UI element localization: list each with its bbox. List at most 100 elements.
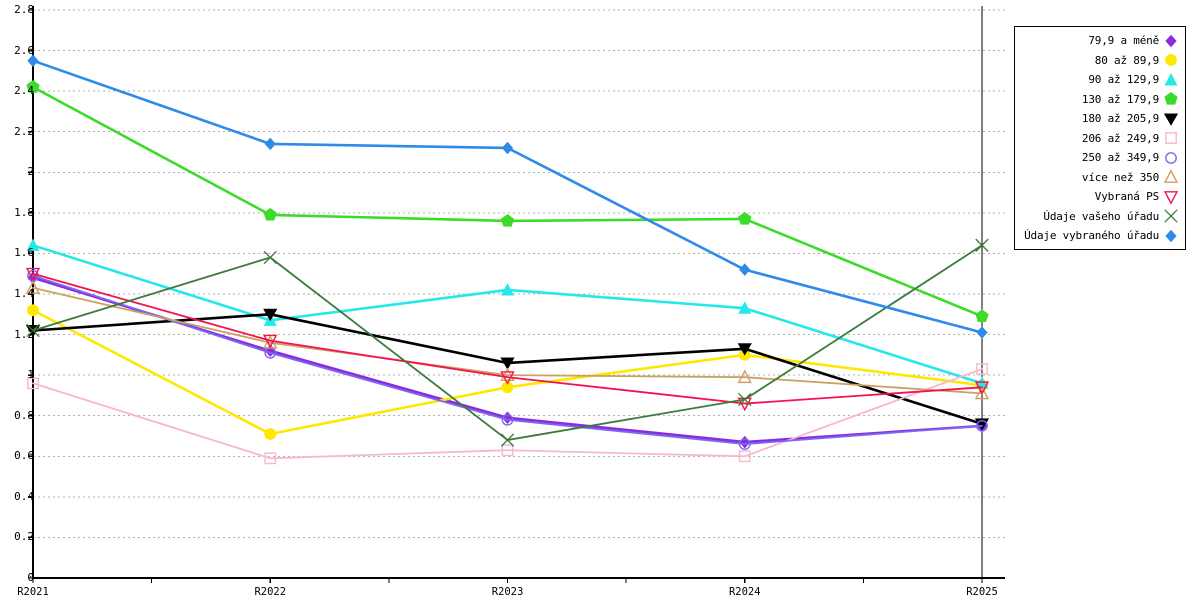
data-point-marker — [1165, 151, 1177, 164]
legend-item-2[interactable]: 80 až 89,9 — [1019, 51, 1179, 71]
x-cross-marker-icon — [738, 392, 752, 407]
data-point-marker — [27, 304, 39, 317]
legend-item-label: Údaje vašeho úřadu — [1043, 209, 1159, 223]
data-point-marker — [1165, 34, 1177, 47]
data-point-marker — [976, 363, 988, 375]
legend-marker-diamond-filled-icon — [1163, 228, 1179, 244]
legend-item-6[interactable]: 206 až 249,9 — [1019, 129, 1179, 149]
legend-item-label: 79,9 a méně — [1088, 34, 1159, 47]
triangle-down-outline-marker-icon — [974, 381, 990, 396]
square-outline-marker-icon — [27, 377, 39, 390]
triangle-down-outline-marker-icon — [25, 267, 41, 282]
y-axis-tick-label: 0.2 — [14, 530, 34, 544]
data-point-marker — [738, 438, 751, 451]
legend-item-label: 90 až 129,9 — [1088, 73, 1159, 86]
data-point-marker — [501, 283, 514, 296]
legend-marker-triangle-open-icon — [1163, 169, 1179, 185]
data-point-marker — [263, 308, 278, 322]
legend-item-11[interactable]: Údaje vybraného úřadu — [1019, 226, 1179, 246]
data-point-marker — [974, 385, 990, 400]
y-axis-tick-label: 0.6 — [14, 449, 34, 463]
diamond-marker-icon — [739, 263, 751, 276]
triangle-up-marker-icon — [501, 283, 514, 296]
legend-item-label: 250 až 349,9 — [1081, 151, 1159, 164]
series-11 — [27, 54, 988, 339]
legend-item-1[interactable]: 79,9 a méně — [1019, 31, 1179, 51]
legend-item-4[interactable]: 130 až 179,9 — [1019, 90, 1179, 110]
data-point-marker — [738, 211, 752, 225]
y-axis-tick-label: 1.6 — [14, 246, 34, 260]
diamond-marker-icon — [976, 326, 988, 339]
x-axis-tick-label: R2025 — [966, 586, 998, 598]
series-6 — [27, 363, 988, 465]
legend-marker-x-cross-icon — [1163, 208, 1179, 224]
plot-area: 0 0.2 0.4 0.6 0.8 1 1.2 1.4 1.6 1.8 2 2.2 2.4 2.6 2.8 … — [14, 3, 1005, 598]
data-point-marker — [1163, 113, 1179, 126]
data-point-marker — [26, 238, 40, 251]
legend-item-5[interactable]: 180 až 205,9 — [1019, 109, 1179, 129]
triangle-up-outline-marker-icon — [25, 280, 41, 294]
x-cross-marker-icon — [975, 238, 989, 252]
data-point-marker — [263, 207, 277, 221]
data-point-marker — [1164, 92, 1178, 105]
triangle-down-marker-icon — [737, 343, 752, 356]
data-point-marker — [739, 435, 751, 449]
x-cross-marker-icon — [26, 323, 40, 338]
data-point-marker — [976, 419, 988, 432]
data-point-marker — [1165, 54, 1177, 67]
legend-marker-triangle-filled-icon — [1163, 72, 1179, 88]
legend: 79,9 a méně 80 až 89,9 90 až 129,9 130 až 1… — [1014, 26, 1186, 250]
triangle-up-outline-marker-icon — [500, 367, 515, 382]
data-point-marker — [737, 397, 752, 412]
triangle-down-outline-marker-icon — [263, 334, 278, 349]
triangle-down-marker-icon — [263, 308, 278, 322]
legend-item-8[interactable]: více než 350 — [1019, 168, 1179, 188]
data-point-marker — [27, 377, 39, 390]
y-axis-tick-label: 1.8 — [14, 205, 34, 219]
data-point-marker — [501, 444, 514, 457]
data-point-marker — [974, 381, 990, 396]
y-axis-tick-label: 2.8 — [14, 3, 34, 16]
legend-marker-diamond-filled-icon — [1163, 33, 1179, 49]
y-axis-tick-label: 0.8 — [14, 408, 34, 422]
data-point-marker — [25, 267, 41, 282]
y-axis-tick-label: 1.2 — [14, 327, 34, 341]
legend-marker-pentagon-filled-icon — [1163, 91, 1179, 107]
circle-outline-marker-icon — [501, 413, 514, 426]
data-point-marker — [500, 367, 515, 382]
legend-item-7[interactable]: 250 až 349,9 — [1019, 148, 1179, 168]
triangle-down-outline-marker-icon — [737, 397, 752, 412]
data-point-marker — [1165, 132, 1177, 145]
square-outline-marker-icon — [264, 452, 277, 465]
diamond-marker-icon — [739, 435, 751, 449]
square-outline-marker-icon — [501, 444, 514, 457]
legend-item-label: 80 až 89,9 — [1094, 53, 1159, 67]
legend-marker-square-open-icon — [1163, 130, 1179, 146]
legend-marker-dtriangle-filled-icon — [1163, 111, 1179, 127]
data-point-marker — [1163, 169, 1179, 184]
series-line — [32, 274, 983, 446]
data-point-marker — [501, 413, 514, 426]
legend-item-10[interactable]: Údaje vašeho úřadu — [1019, 207, 1179, 227]
legend-item-label: 206 až 249,9 — [1081, 131, 1159, 145]
triangle-down-marker-icon — [500, 357, 515, 370]
legend-item-label: Údaje vybraného úřadu — [1024, 229, 1159, 242]
circle-marker-icon — [264, 428, 277, 440]
data-point-marker — [1164, 72, 1178, 86]
circle-outline-marker-icon — [1165, 151, 1177, 164]
x-axis-tick-label: R2023 — [491, 586, 524, 598]
data-point-marker — [501, 381, 514, 394]
pentagon-marker-icon — [26, 80, 40, 93]
series-10 — [26, 238, 989, 447]
pentagon-marker-icon — [738, 211, 752, 225]
series-9 — [25, 267, 990, 412]
triangle-up-marker-icon — [738, 301, 752, 314]
legend-item-9[interactable]: Vybraná PS — [1019, 187, 1179, 207]
data-point-marker — [738, 392, 752, 407]
circle-marker-icon — [501, 381, 514, 394]
legend-item-3[interactable]: 90 až 129,9 — [1019, 70, 1179, 90]
diamond-marker-icon — [264, 137, 276, 151]
legend-marker-dtriangle-open-icon — [1163, 189, 1179, 205]
diamond-marker-icon — [501, 411, 514, 424]
